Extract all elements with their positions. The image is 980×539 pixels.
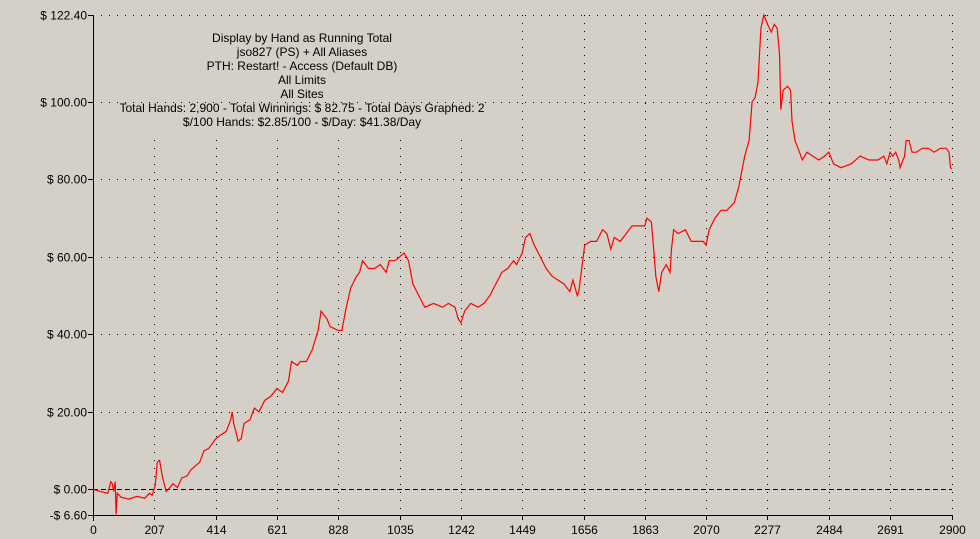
x-tick-label: 621 <box>267 523 287 537</box>
y-tick-label: $ 60.00 <box>47 251 87 265</box>
x-tick-label: 2484 <box>816 523 843 537</box>
x-tick-label: 828 <box>328 523 348 537</box>
y-tick-label: $ 80.00 <box>47 173 87 187</box>
y-tick-label: $ 20.00 <box>47 406 87 420</box>
header-line: jso827 (PS) + All Aliases <box>236 45 367 59</box>
header-line: PTH: Restart! - Access (Default DB) <box>207 59 398 73</box>
axes <box>88 15 953 521</box>
x-tick-label: 2691 <box>877 523 904 537</box>
series-line-running-total <box>92 12 953 515</box>
header-line: All Sites <box>280 87 323 101</box>
y-tick-label: -$ 6.60 <box>50 509 88 523</box>
y-tick-label: $ 100.00 <box>40 96 87 110</box>
x-tick-label: 1449 <box>509 523 536 537</box>
y-tick-label: $ 40.00 <box>47 328 87 342</box>
x-tick-label: 2277 <box>754 523 781 537</box>
grid-lines <box>93 15 953 515</box>
x-tick-label: 1242 <box>448 523 475 537</box>
header-line: Total Hands: 2,900 - Total Winnings: $ 8… <box>119 101 484 115</box>
x-axis-tick-labels: 0 207 414 621 828 1035 1242 1449 1656 1863 2070 227… <box>90 523 966 537</box>
x-tick-label: 414 <box>206 523 226 537</box>
series-layer <box>92 12 953 515</box>
x-tick-label: 2070 <box>693 523 720 537</box>
y-axis-tick-labels: -$ 6.60 $ 0.00 $ 20.00 $ 40.00 $ 60.00 $ 80.0… <box>40 9 87 523</box>
header-line: $/100 Hands: $2.85/100 - $/Day: $41.38/D… <box>183 115 421 129</box>
x-tick-label: 0 <box>90 523 97 537</box>
header-line: Display by Hand as Running Total <box>212 31 392 45</box>
header-line: All Limits <box>278 73 326 87</box>
y-tick-label: $ 0.00 <box>54 483 88 497</box>
x-tick-label: 1035 <box>387 523 414 537</box>
x-tick-label: 1656 <box>571 523 598 537</box>
y-tick-label: $ 122.40 <box>40 9 87 23</box>
x-tick-label: 2900 <box>939 523 966 537</box>
x-tick-label: 1863 <box>632 523 659 537</box>
x-tick-label: 207 <box>144 523 164 537</box>
